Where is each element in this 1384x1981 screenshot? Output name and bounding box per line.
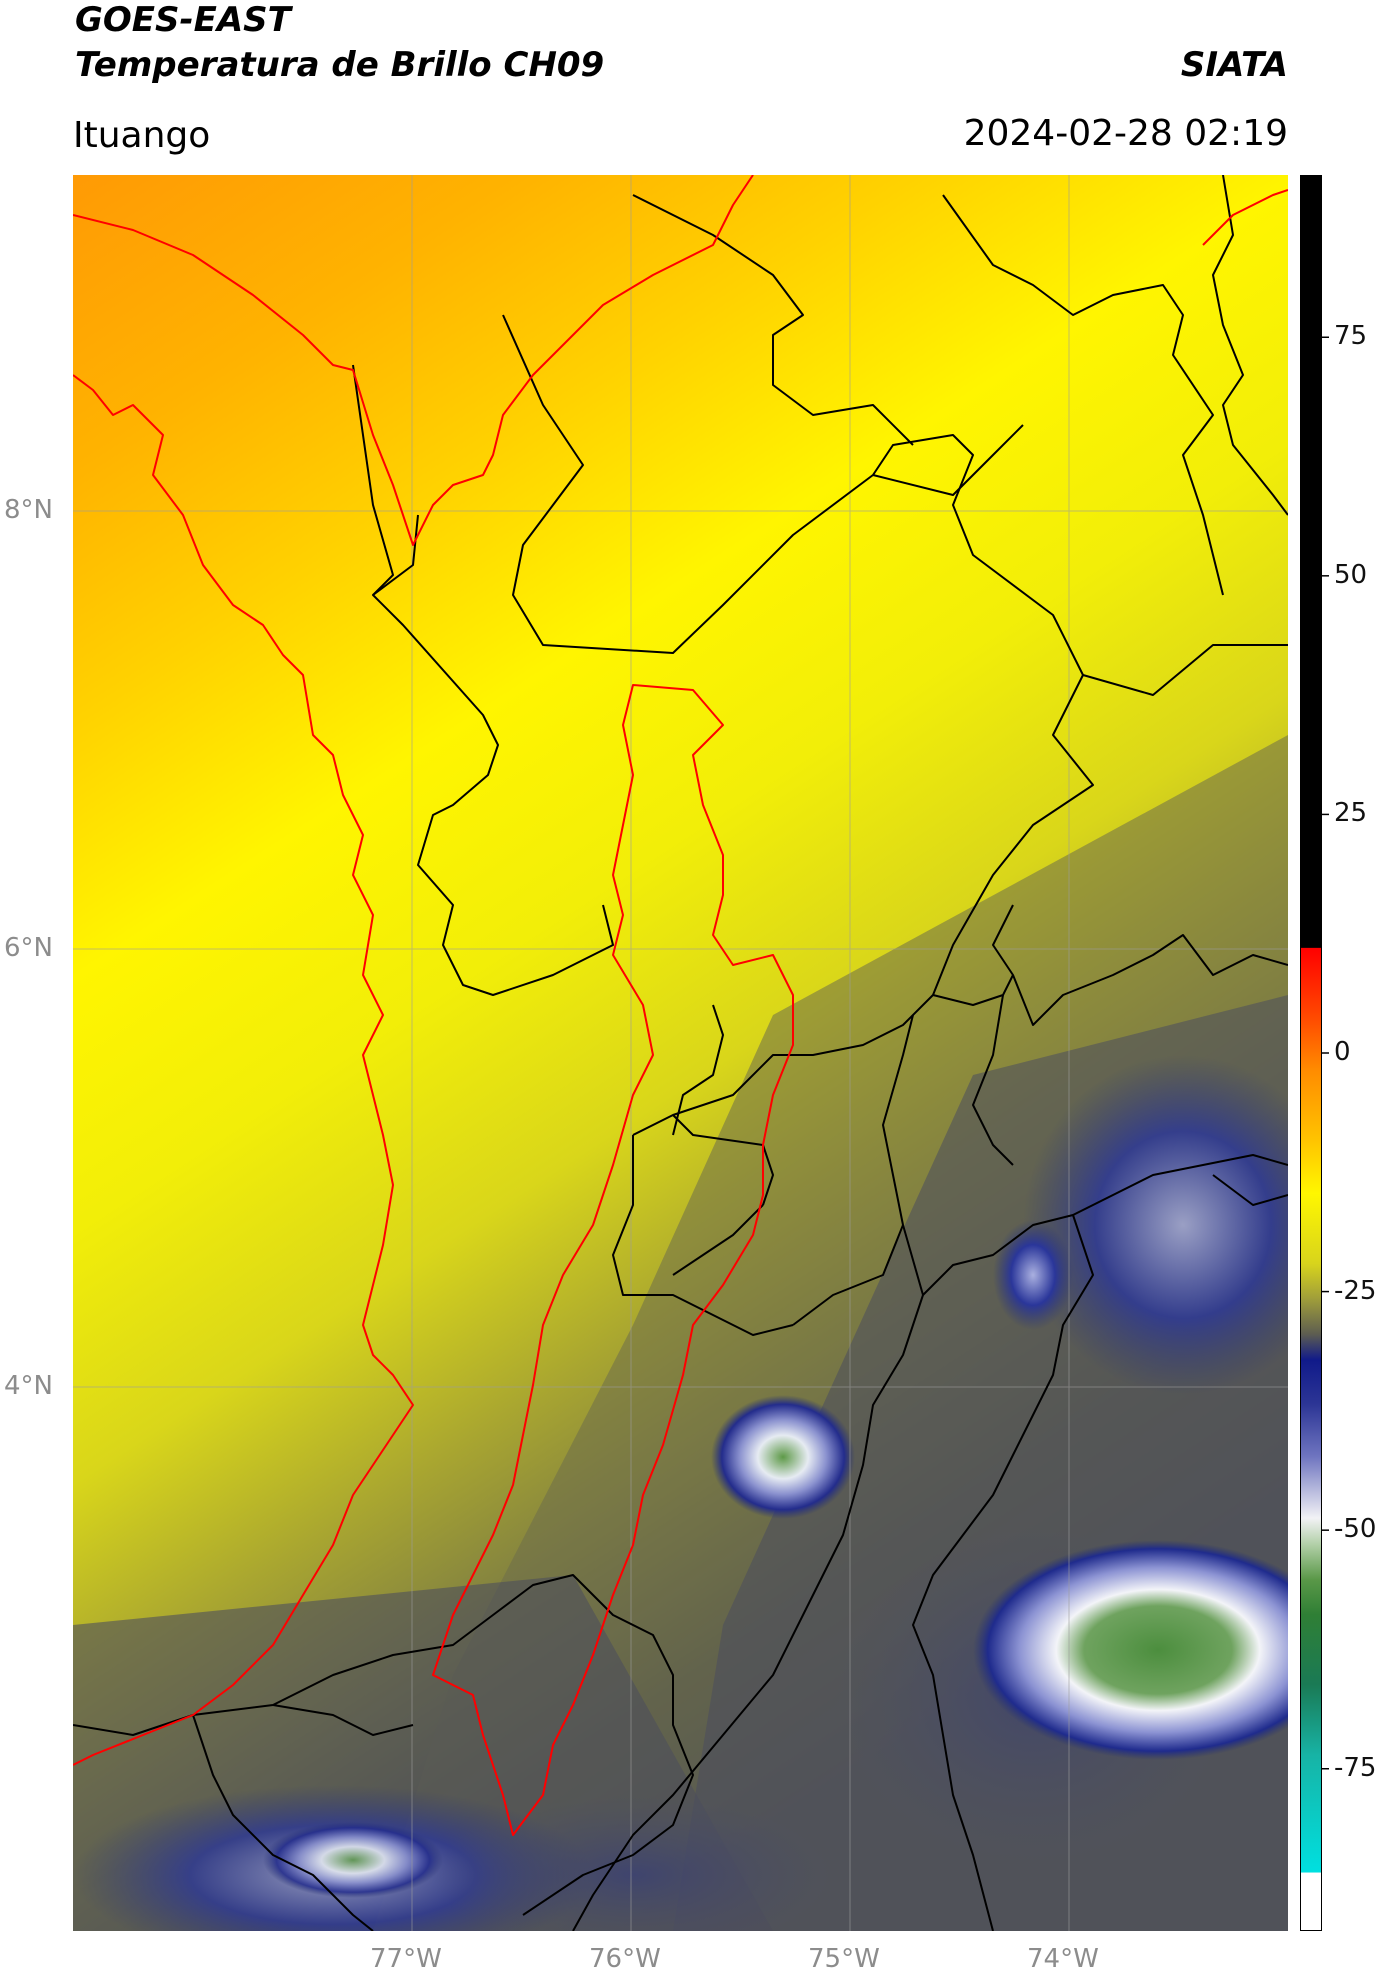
coast-and-basin <box>73 175 1288 1836</box>
datetime-label: 2024-02-28 02:19 <box>963 113 1288 154</box>
title-line2: Temperatura de Brillo CH09 <box>75 45 605 85</box>
location-label: Ituango <box>73 115 211 156</box>
satellite-map <box>73 175 1288 1931</box>
colorbar <box>1300 175 1329 1931</box>
brand-label: SIATA <box>1180 45 1288 85</box>
lat-label-4n: 4°N <box>4 1371 53 1401</box>
title-line1: GOES-EAST <box>75 0 291 40</box>
colorbar-tick-label: 75 <box>1334 321 1368 352</box>
lat-label-8n: 8°N <box>4 495 53 525</box>
lat-label-6n: 6°N <box>4 933 53 963</box>
colorbar-tick-label: -75 <box>1334 1752 1377 1783</box>
colorbar-tick-label: 50 <box>1334 559 1368 590</box>
department-borders <box>73 175 1288 1931</box>
lon-label-76w: 76°W <box>589 1944 661 1974</box>
lon-label-77w: 77°W <box>370 1944 442 1974</box>
colorbar-tick-label: -25 <box>1334 1275 1377 1306</box>
lon-label-75w: 75°W <box>808 1944 880 1974</box>
colorbar-tick-label: 0 <box>1334 1037 1351 1067</box>
colorbar-tick-label: -50 <box>1334 1514 1377 1545</box>
colorbar-tick-label: 25 <box>1334 798 1368 829</box>
lon-label-74w: 74°W <box>1027 1944 1099 1974</box>
